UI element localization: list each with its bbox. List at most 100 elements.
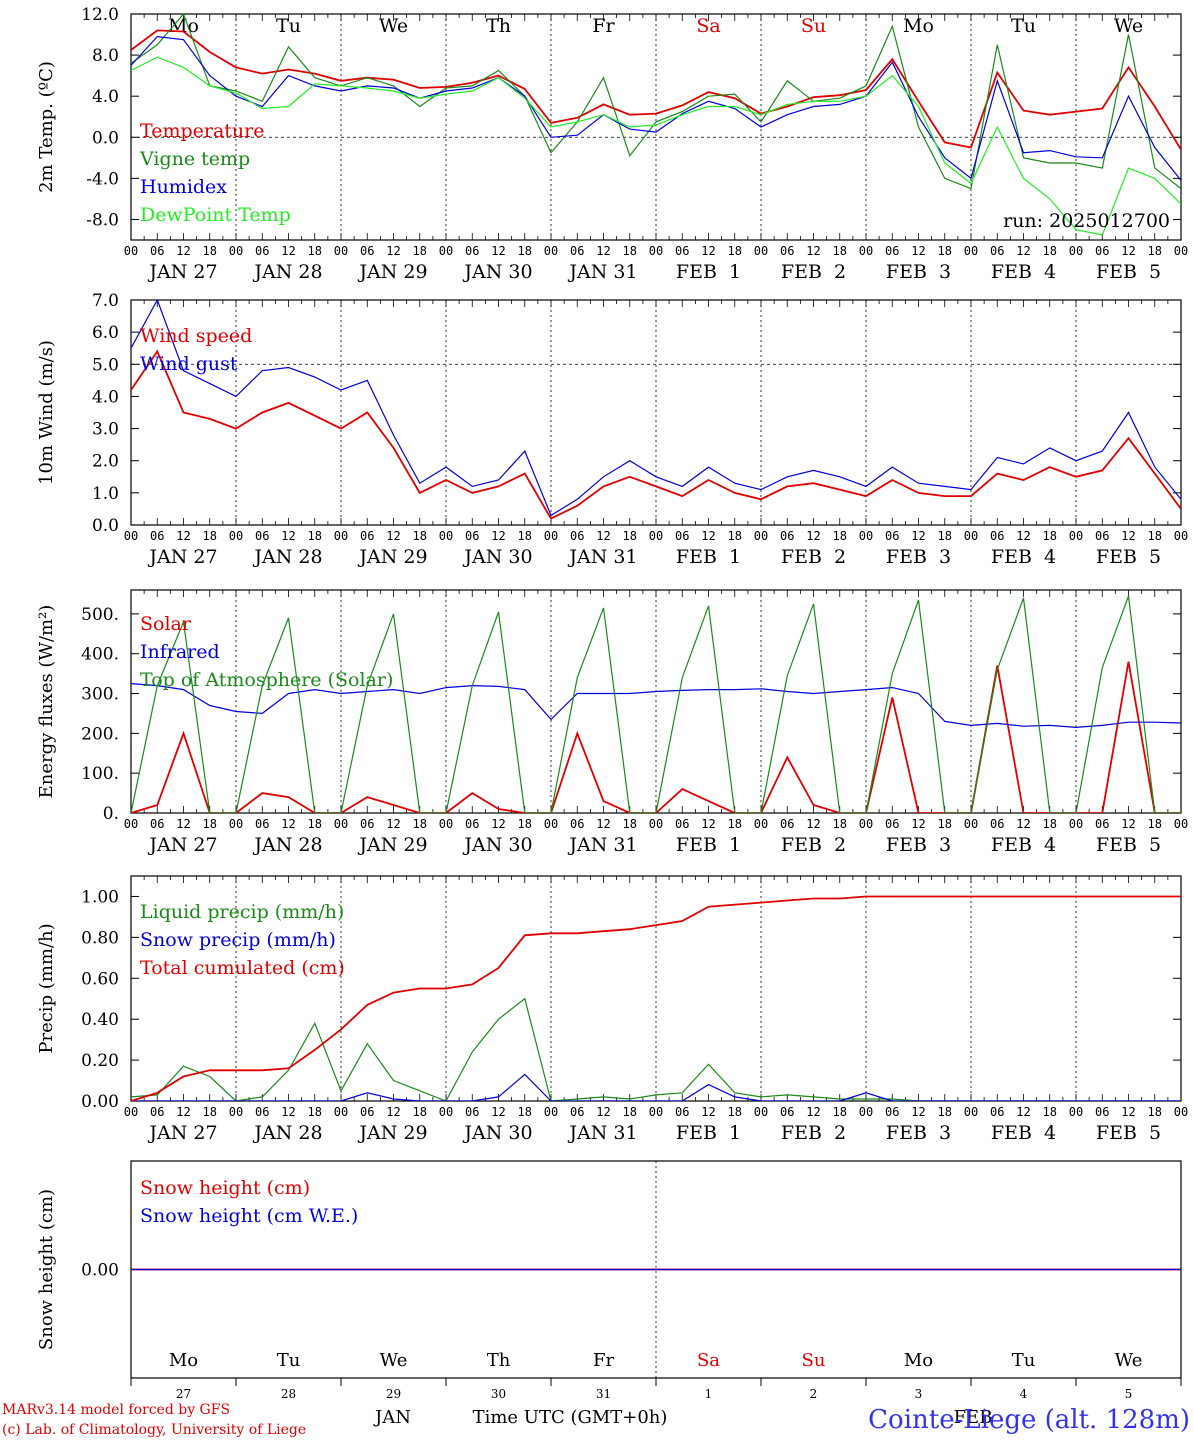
- hour-tick-label: 12: [386, 529, 400, 543]
- hour-tick-label: 06: [465, 817, 479, 831]
- hour-tick-label: 18: [833, 244, 847, 258]
- hour-tick-label: 12: [806, 244, 820, 258]
- hour-tick-label: 18: [1148, 1105, 1162, 1119]
- hour-tick-label: 00: [124, 244, 138, 258]
- date-label: JAN 27: [147, 1122, 217, 1144]
- date-label: JAN 27: [147, 834, 217, 856]
- hour-tick-label: 00: [649, 529, 663, 543]
- hour-tick-label: 18: [938, 244, 952, 258]
- day-of-week-label: Th: [486, 15, 511, 37]
- y-axis-label: 2m Temp. (ºC): [36, 61, 57, 193]
- hour-tick-label: 18: [728, 244, 742, 258]
- hour-tick-label: 00: [649, 1105, 663, 1119]
- hour-tick-label: 00: [544, 1105, 558, 1119]
- hour-tick-label: 18: [833, 529, 847, 543]
- hour-tick-label: 18: [1148, 817, 1162, 831]
- date-label: FEB 2: [781, 546, 846, 568]
- legend-entry: DewPoint Temp: [140, 204, 291, 226]
- hour-tick-label: 12: [806, 817, 820, 831]
- y-tick-label: 0.80: [81, 928, 119, 948]
- y-tick-label: 0.0: [92, 128, 119, 148]
- day-of-week-label: We: [380, 1350, 408, 1371]
- hour-tick-label: 12: [596, 529, 610, 543]
- series-line: [131, 683, 1181, 729]
- hour-tick-label: 00: [334, 244, 348, 258]
- series-line: [131, 300, 1181, 517]
- hour-tick-label: 12: [386, 817, 400, 831]
- y-tick-label: 100.: [81, 764, 119, 784]
- hour-tick-label: 06: [255, 817, 269, 831]
- legend-entry: Humidex: [140, 176, 227, 198]
- date-label: FEB 5: [1096, 261, 1161, 283]
- day-of-week-label: Sa: [696, 15, 720, 37]
- day-of-week-label: Fr: [593, 1350, 614, 1371]
- hour-tick-label: 18: [308, 244, 322, 258]
- date-label: FEB 3: [886, 546, 951, 568]
- y-tick-label: 0.20: [81, 1051, 119, 1071]
- hour-tick-label: 06: [885, 244, 899, 258]
- hour-tick-label: 00: [439, 529, 453, 543]
- y-tick-label: 3.0: [92, 420, 119, 440]
- hour-tick-label: 18: [938, 817, 952, 831]
- hour-tick-label: 12: [911, 1105, 925, 1119]
- hour-tick-label: 06: [255, 1105, 269, 1119]
- y-tick-label: 2.0: [92, 452, 119, 472]
- hour-tick-label: 18: [413, 1105, 427, 1119]
- hour-tick-label: 18: [308, 529, 322, 543]
- station-label: Cointe-Liege (alt. 128m): [868, 1405, 1190, 1435]
- y-tick-label: 4.0: [92, 387, 119, 407]
- hour-tick-label: 12: [701, 529, 715, 543]
- hour-tick-label: 18: [203, 1105, 217, 1119]
- day-number-label: 27: [176, 1387, 191, 1401]
- legend-entry: Solar: [140, 613, 192, 635]
- legend-entry: Snow precip (mm/h): [140, 929, 336, 951]
- y-tick-label: 0.: [103, 804, 119, 824]
- day-of-week-label: Fr: [592, 15, 615, 37]
- y-tick-label: 0.0: [92, 516, 119, 536]
- legend-entry: Wind gust: [140, 353, 238, 375]
- day-number-label: 1: [705, 1387, 713, 1401]
- y-tick-label: 1.0: [92, 484, 119, 504]
- footer-model-line: MARv3.14 model forced by GFS: [2, 1402, 230, 1418]
- hour-tick-label: 06: [255, 244, 269, 258]
- hour-tick-label: 06: [675, 244, 689, 258]
- day-of-week-label: Mo: [904, 1350, 933, 1371]
- hour-tick-label: 18: [413, 817, 427, 831]
- hour-tick-label: 06: [885, 817, 899, 831]
- hour-tick-label: 00: [334, 529, 348, 543]
- hour-tick-label: 00: [439, 1105, 453, 1119]
- hour-tick-label: 00: [229, 244, 243, 258]
- y-tick-label: 0.00: [81, 1261, 119, 1281]
- date-label: JAN 31: [567, 1122, 637, 1144]
- hour-tick-label: 06: [150, 529, 164, 543]
- hour-tick-label: 06: [150, 1105, 164, 1119]
- hour-tick-label: 12: [1121, 244, 1135, 258]
- hour-tick-label: 18: [833, 817, 847, 831]
- hour-tick-label: 00: [1174, 1105, 1188, 1119]
- hour-tick-label: 18: [1043, 1105, 1057, 1119]
- hour-tick-label: 06: [780, 529, 794, 543]
- hour-tick-label: 18: [518, 1105, 532, 1119]
- hour-tick-label: 18: [833, 1105, 847, 1119]
- hour-tick-label: 00: [964, 817, 978, 831]
- day-number-label: 29: [386, 1387, 401, 1401]
- hour-tick-label: 06: [675, 1105, 689, 1119]
- date-label: FEB 1: [676, 834, 741, 856]
- day-of-week-label: Mo: [169, 1350, 198, 1371]
- hour-tick-label: 00: [964, 244, 978, 258]
- day-of-week-label: Tu: [277, 1350, 301, 1371]
- panel-5: Mo Tu We Th Fr Sa Su Mo Tu We 27 28 29 30 31 1 2 3 4 5 0.00 S…: [36, 1160, 1182, 1401]
- hour-tick-label: 12: [281, 529, 295, 543]
- date-label: FEB 2: [781, 1122, 846, 1144]
- panel-4: 00 06 12 18 00 06 12 18 00 06 12 18 00 06 12 18 00 06 12 18…: [36, 875, 1188, 1144]
- y-axis-label: 10m Wind (m/s): [36, 340, 57, 485]
- hour-tick-label: 06: [570, 1105, 584, 1119]
- y-axis-label: Snow height (cm): [36, 1189, 57, 1350]
- hour-tick-label: 12: [1016, 529, 1030, 543]
- hour-tick-label: 00: [544, 817, 558, 831]
- hour-tick-label: 00: [1174, 244, 1188, 258]
- hour-tick-label: 06: [990, 244, 1004, 258]
- legend-entry: Vigne temp: [139, 148, 250, 170]
- hour-tick-label: 12: [176, 529, 190, 543]
